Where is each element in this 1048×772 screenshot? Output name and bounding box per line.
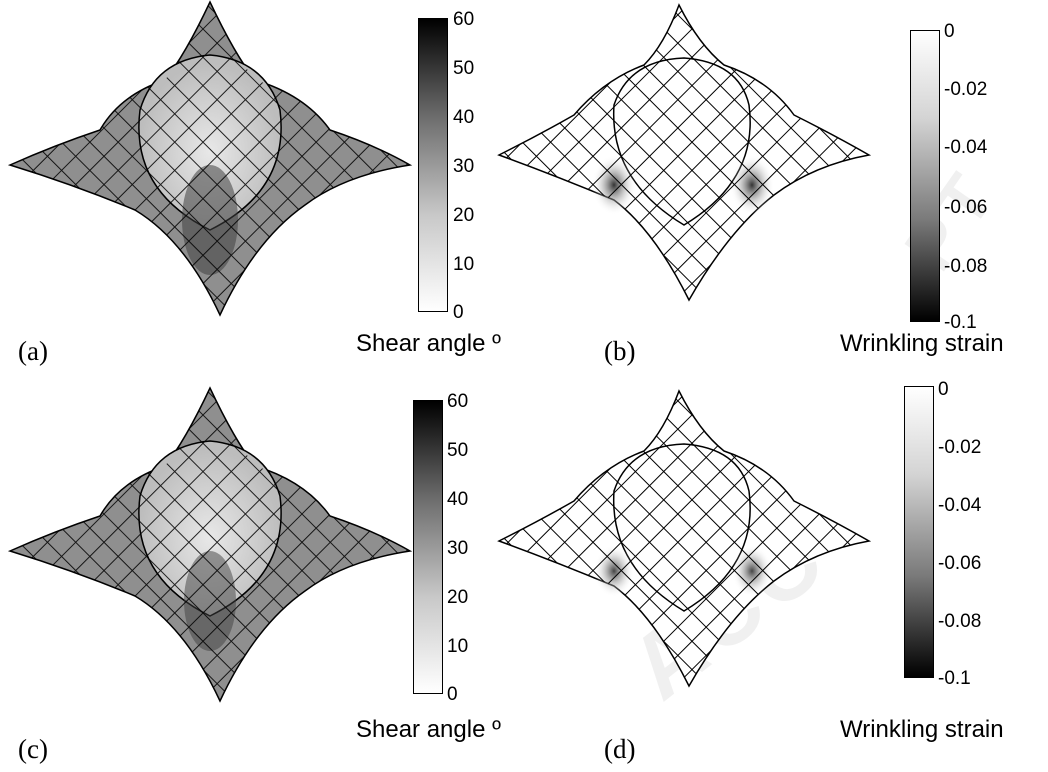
colorbar-label: Wrinkling strain [840, 716, 1004, 743]
colorbar-tick: 0 [938, 379, 949, 400]
figure-panel-c: 60 50 40 30 20 10 0 (c) Shear angle º [0, 386, 524, 772]
colorbar-tick: 30 [453, 156, 475, 177]
shear-colorbar [413, 400, 443, 694]
colorbar-tick: 0 [944, 21, 955, 42]
colorbar-tick: -0.08 [944, 256, 988, 277]
figure-panel-b: 0 -0.02 -0.04 -0.06 -0.08 -0.1 (b) Wrink… [497, 0, 1048, 386]
colorbar-tick: -0.06 [938, 553, 982, 574]
figure-panel-d: 0 -0.02 -0.04 -0.06 -0.08 -0.1 (d) Wrink… [497, 380, 1048, 772]
colorbar-tick: 30 [447, 538, 469, 559]
colorbar-tick: 40 [447, 489, 469, 510]
colorbar-tick: 20 [447, 587, 469, 608]
wrinkling-surface-plot [497, 389, 872, 688]
colorbar-tick: 60 [453, 9, 475, 30]
colorbar-label: Shear angle º [356, 330, 501, 357]
colorbar-tick: -0.06 [944, 197, 988, 218]
colorbar-tick: 40 [453, 107, 475, 128]
wrinkling-surface-plot [497, 3, 872, 302]
colorbar-label: Shear angle º [356, 716, 501, 743]
colorbar-tick: -0.02 [944, 79, 988, 100]
colorbar-tick: -0.1 [938, 668, 971, 689]
colorbar-tick: -0.08 [938, 611, 982, 632]
wrinkling-colorbar [904, 386, 934, 678]
panel-caption: (a) [18, 336, 48, 366]
panel-caption: (b) [604, 336, 636, 366]
colorbar-tick: 10 [453, 254, 475, 275]
figure-panel-a: 60 50 40 30 20 10 0 (a) Shear angle º [0, 0, 524, 386]
wrinkling-colorbar [910, 30, 940, 322]
panel-caption: (d) [604, 734, 636, 764]
colorbar-tick: -0.1 [944, 312, 977, 333]
colorbar-tick: -0.02 [938, 437, 982, 458]
shear-colorbar [418, 18, 448, 312]
colorbar-tick: 60 [447, 391, 469, 412]
colorbar-tick: 50 [447, 440, 469, 461]
colorbar-tick: 0 [453, 302, 464, 323]
shear-surface-plot [7, 386, 413, 703]
colorbar-tick: -0.04 [938, 495, 982, 516]
colorbar-tick: 20 [453, 205, 475, 226]
colorbar-tick: -0.04 [944, 137, 988, 158]
colorbar-tick: 10 [447, 636, 469, 657]
colorbar-label: Wrinkling strain [840, 330, 1004, 357]
shear-surface-plot [7, 0, 413, 317]
colorbar-tick: 0 [447, 684, 458, 705]
colorbar-tick: 50 [453, 58, 475, 79]
panel-caption: (c) [18, 734, 48, 764]
